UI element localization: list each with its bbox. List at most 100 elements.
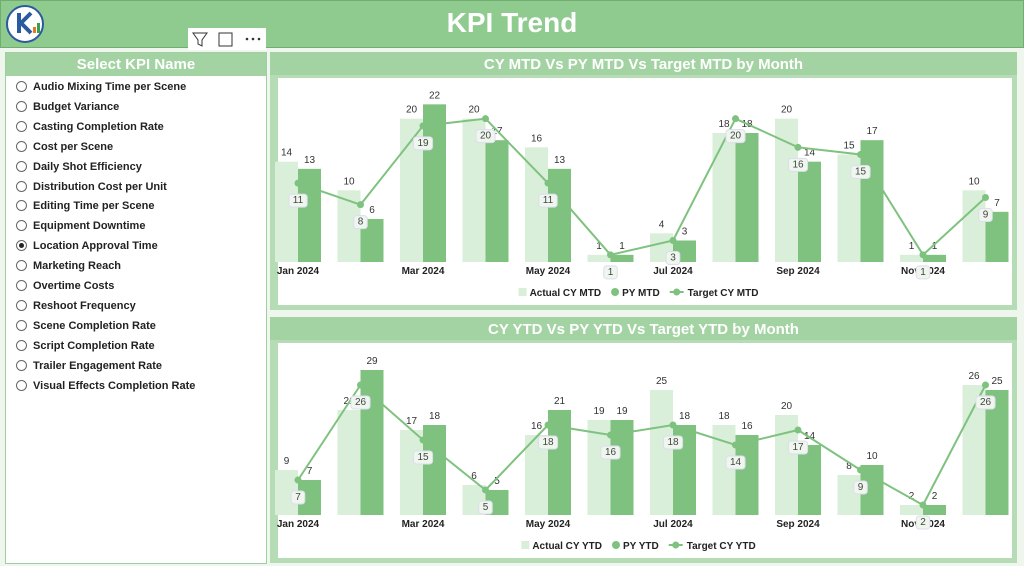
radio[interactable]: [16, 379, 27, 391]
item-label[interactable]: Editing Time per Scene: [33, 200, 155, 213]
item-label[interactable]: Overtime Costs: [33, 280, 115, 292]
radio[interactable]: [16, 220, 27, 232]
radio[interactable]: [16, 299, 27, 311]
legend-label: Actual CY YTD: [532, 541, 602, 552]
slicer-item[interactable]: Script Completion Rate: [16, 339, 155, 353]
legend-label: Actual CY MTD: [530, 288, 602, 299]
x-tick-label: May 2024: [526, 266, 571, 277]
slicer-item[interactable]: Reshoot Frequency: [16, 299, 136, 313]
x-tick-label: May 2024: [526, 519, 571, 530]
bar: [985, 390, 1009, 515]
data-label: 18: [429, 411, 441, 422]
slicer-item[interactable]: Equipment Downtime: [16, 219, 145, 233]
slicer-item[interactable]: Casting Completion Rate: [16, 120, 164, 134]
data-label: 14: [281, 148, 293, 159]
slicer-item[interactable]: Distribution Cost per Unit: [16, 180, 167, 194]
radio[interactable]: [16, 359, 27, 371]
item-label[interactable]: Scene Completion Rate: [33, 319, 156, 332]
radio[interactable]: [16, 180, 27, 192]
legend-label: Target CY YTD: [687, 541, 756, 552]
item-label[interactable]: Visual Effects Completion Rate: [33, 379, 196, 392]
slicer-item[interactable]: Visual Effects Completion Rate: [16, 379, 195, 393]
slicer-item[interactable]: Location Approval Time: [16, 239, 158, 253]
title-bar: [270, 317, 1017, 340]
slicer-item[interactable]: Editing Time per Scene: [16, 199, 154, 213]
item-label[interactable]: Marketing Reach: [33, 260, 122, 273]
item-label[interactable]: Casting Completion Rate: [33, 120, 164, 133]
radio[interactable]: [16, 140, 27, 152]
legend-label: PY MTD: [622, 288, 660, 299]
data-label: 19: [616, 406, 628, 417]
radio[interactable]: [16, 200, 27, 212]
data-label: 20: [468, 105, 480, 116]
item-label[interactable]: Trailer Engagement Rate: [33, 359, 162, 372]
data-label: 1: [932, 241, 938, 252]
item-label[interactable]: Location Approval Time: [33, 240, 158, 253]
data-label: 9: [983, 210, 989, 221]
data-label: 13: [554, 155, 566, 166]
item-label[interactable]: Daily Shot Efficiency: [33, 160, 142, 173]
data-label: 18: [542, 437, 554, 448]
slicer-item[interactable]: Trailer Engagement Rate: [16, 359, 162, 373]
data-label: 18: [718, 119, 730, 130]
data-label-box: [975, 395, 996, 410]
radio[interactable]: [16, 81, 27, 92]
data-label: 16: [741, 421, 753, 432]
data-label: 14: [804, 148, 816, 159]
bar: [775, 415, 798, 515]
data-label: 11: [293, 195, 304, 206]
legend-label: Target CY MTD: [688, 288, 759, 299]
filter-icon[interactable]: [192, 32, 208, 47]
slicer-item[interactable]: Cost per Scene: [16, 140, 113, 154]
slicer-item[interactable]: Audio Mixing Time per Scene: [16, 80, 186, 94]
data-label: 1: [909, 241, 915, 252]
radio[interactable]: [16, 100, 27, 112]
item-label[interactable]: Cost per Scene: [33, 140, 114, 153]
line-point: [919, 501, 927, 509]
bar: [525, 435, 548, 515]
radio[interactable]: [16, 339, 27, 351]
data-label-box: [353, 215, 368, 230]
data-label: 20: [480, 131, 492, 142]
slicer-item[interactable]: Marketing Reach: [16, 259, 121, 273]
radio[interactable]: [16, 120, 27, 132]
data-label: 25: [991, 376, 1003, 387]
radio[interactable]: [16, 319, 27, 331]
bar: [798, 161, 821, 262]
radio[interactable]: [16, 260, 27, 272]
data-label: 15: [843, 141, 855, 152]
bar: [900, 505, 923, 515]
item-label[interactable]: Reshoot Frequency: [33, 299, 136, 312]
data-label: 7: [307, 466, 313, 477]
item-label[interactable]: Distribution Cost per Unit: [33, 180, 167, 193]
bar: [298, 480, 321, 515]
radio[interactable]: [16, 160, 27, 172]
focus-icon[interactable]: [218, 32, 233, 47]
line-point: [544, 421, 552, 429]
item-label[interactable]: Script Completion Rate: [33, 339, 155, 352]
item-label[interactable]: Audio Mixing Time per Scene: [33, 81, 187, 93]
radio[interactable]: [16, 280, 27, 291]
bar: [298, 168, 321, 262]
bar: [860, 465, 884, 515]
data-label: 1: [920, 267, 926, 278]
slicer-item[interactable]: Budget Variance: [16, 100, 119, 114]
item-label[interactable]: Budget Variance: [33, 100, 120, 113]
visual-toolbar[interactable]: [188, 28, 266, 50]
radio[interactable]: [16, 240, 27, 252]
line-point: [482, 486, 489, 494]
bar: [610, 254, 634, 262]
x-tick-label: Jul 2024: [653, 266, 693, 277]
bar: [587, 254, 611, 262]
data-label: 10: [343, 176, 355, 187]
bar: [923, 254, 946, 262]
data-label: 20: [781, 105, 793, 116]
data-label: 3: [682, 227, 688, 238]
bar: [985, 211, 1009, 262]
bar: [337, 190, 361, 262]
item-label[interactable]: Equipment Downtime: [33, 220, 146, 233]
bar: [423, 104, 446, 262]
slicer-item[interactable]: Overtime Costs: [16, 279, 114, 293]
slicer-item[interactable]: Daily Shot Efficiency: [16, 160, 142, 174]
slicer-item[interactable]: Scene Completion Rate: [16, 319, 156, 333]
